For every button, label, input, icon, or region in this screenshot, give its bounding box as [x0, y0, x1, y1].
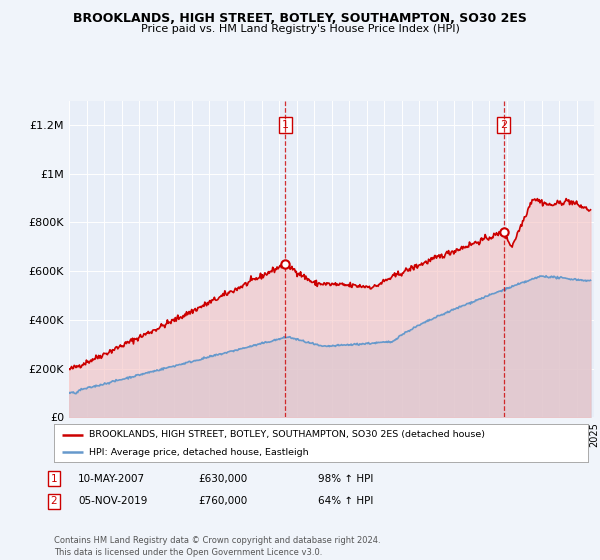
Text: HPI: Average price, detached house, Eastleigh: HPI: Average price, detached house, East… [89, 447, 308, 456]
Text: Price paid vs. HM Land Registry's House Price Index (HPI): Price paid vs. HM Land Registry's House … [140, 24, 460, 34]
Text: 10-MAY-2007: 10-MAY-2007 [78, 474, 145, 484]
Text: 2: 2 [500, 120, 507, 130]
Text: BROOKLANDS, HIGH STREET, BOTLEY, SOUTHAMPTON, SO30 2ES (detached house): BROOKLANDS, HIGH STREET, BOTLEY, SOUTHAM… [89, 430, 485, 439]
Text: 2: 2 [50, 496, 58, 506]
Text: BROOKLANDS, HIGH STREET, BOTLEY, SOUTHAMPTON, SO30 2ES: BROOKLANDS, HIGH STREET, BOTLEY, SOUTHAM… [73, 12, 527, 25]
Text: 1: 1 [50, 474, 58, 484]
Text: £630,000: £630,000 [198, 474, 247, 484]
Text: 05-NOV-2019: 05-NOV-2019 [78, 496, 148, 506]
Text: 98% ↑ HPI: 98% ↑ HPI [318, 474, 373, 484]
Text: 1: 1 [282, 120, 289, 130]
Text: Contains HM Land Registry data © Crown copyright and database right 2024.
This d: Contains HM Land Registry data © Crown c… [54, 536, 380, 557]
Text: 64% ↑ HPI: 64% ↑ HPI [318, 496, 373, 506]
Text: £760,000: £760,000 [198, 496, 247, 506]
